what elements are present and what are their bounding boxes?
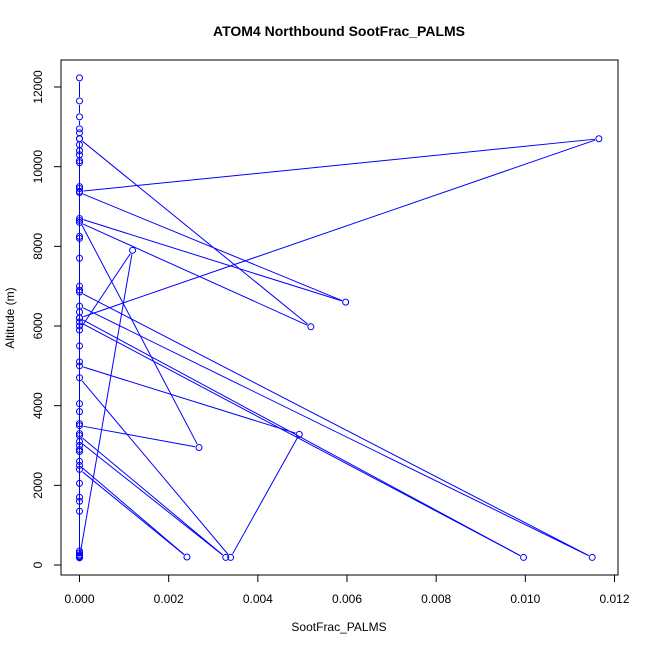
- data-point: [76, 214, 83, 222]
- plot-area: [76, 74, 603, 562]
- series-segment: [83, 138, 595, 192]
- data-point: [76, 497, 83, 505]
- data-point: [222, 553, 230, 561]
- series-segment: [82, 443, 223, 556]
- series-segment: [82, 223, 308, 326]
- plot-frame: [60, 59, 619, 576]
- data-point: [183, 553, 191, 561]
- data-point: [76, 157, 83, 165]
- data-point: [307, 323, 315, 331]
- x-tick-label: 0.002: [154, 592, 184, 606]
- chart-title: ATOM4 Northbound SootFrac_PALMS: [213, 23, 465, 39]
- data-point: [76, 430, 83, 438]
- y-axis: 0 2000 4000 6000 8000 10000 12000: [31, 70, 62, 568]
- x-tick-label: 0.010: [510, 592, 540, 606]
- data-point: [76, 286, 83, 294]
- series-segment: [82, 323, 521, 556]
- data-point: [76, 493, 83, 501]
- data-point: [76, 147, 83, 155]
- data-point: [76, 318, 83, 326]
- series-segment: [83, 366, 296, 434]
- data-point: [76, 358, 83, 366]
- data-point: [76, 438, 83, 446]
- data-point: [76, 232, 83, 240]
- data-point: [76, 374, 83, 382]
- y-tick-label: 0: [31, 561, 45, 568]
- data-point: [76, 342, 83, 350]
- series-segment: [79, 254, 133, 554]
- data-point: [76, 97, 83, 105]
- data-point: [195, 443, 203, 451]
- data-point: [76, 129, 83, 137]
- series-segment: [82, 437, 223, 556]
- series-segment: [82, 467, 185, 555]
- y-tick-label: 6000: [31, 312, 45, 339]
- data-point: [76, 553, 83, 561]
- data-point: [76, 447, 83, 455]
- data-point: [76, 422, 83, 430]
- data-point: [76, 125, 83, 133]
- series-segment: [83, 425, 196, 448]
- x-tick-label: 0.006: [332, 592, 362, 606]
- data-point: [76, 322, 83, 330]
- data-point: [76, 189, 83, 197]
- data-point: [295, 430, 303, 438]
- y-tick-label: 4000: [31, 392, 45, 419]
- data-point: [227, 553, 235, 561]
- data-point: [76, 113, 83, 121]
- data-point: [129, 246, 137, 254]
- data-point: [595, 135, 603, 143]
- data-point: [76, 288, 83, 296]
- data-point: [76, 457, 83, 465]
- x-tick-label: 0.008: [421, 592, 451, 606]
- data-point: [76, 507, 83, 515]
- data-point: [76, 549, 83, 557]
- series-segment: [83, 139, 596, 318]
- data-point: [76, 135, 83, 143]
- data-point: [76, 461, 83, 469]
- data-point: [76, 254, 83, 262]
- data-point: [76, 408, 83, 416]
- series-segment: [81, 253, 131, 327]
- x-tick-label: 0.012: [599, 592, 629, 606]
- data-point: [76, 400, 83, 408]
- y-tick-label: 8000: [31, 233, 45, 260]
- data-point: [342, 298, 350, 306]
- data-point: [76, 420, 83, 428]
- data-point: [76, 465, 83, 473]
- series-segment: [83, 219, 342, 302]
- y-tick-label: 2000: [31, 472, 45, 499]
- y-axis-label: Altitude (m): [3, 287, 17, 348]
- series-segment: [81, 380, 229, 555]
- data-point: [76, 234, 83, 242]
- x-axis: 0.000 0.002 0.004 0.006 0.008 0.010 0.012: [64, 574, 630, 606]
- data-point: [76, 74, 83, 82]
- data-point: [76, 159, 83, 167]
- series-segment: [80, 223, 198, 445]
- series-segment: [82, 140, 309, 325]
- data-point: [76, 185, 83, 193]
- series-segment: [82, 471, 185, 555]
- data-point: [76, 479, 83, 487]
- series-segment: [232, 437, 298, 555]
- series-segment: [82, 319, 521, 556]
- data-point: [76, 314, 83, 322]
- y-tick-label: 12000: [31, 70, 45, 104]
- data-point: [588, 553, 596, 561]
- x-axis-label: SootFrac_PALMS: [291, 620, 386, 634]
- data-point: [76, 326, 83, 334]
- y-tick-label: 10000: [31, 150, 45, 184]
- data-point: [76, 362, 83, 370]
- series-segment: [82, 307, 589, 557]
- data-point: [520, 553, 528, 561]
- series-segment: [82, 293, 589, 557]
- x-tick-label: 0.004: [243, 592, 273, 606]
- data-point: [76, 216, 83, 224]
- x-tick-label: 0.000: [64, 592, 94, 606]
- data-point: [76, 445, 83, 453]
- data-point: [76, 218, 83, 226]
